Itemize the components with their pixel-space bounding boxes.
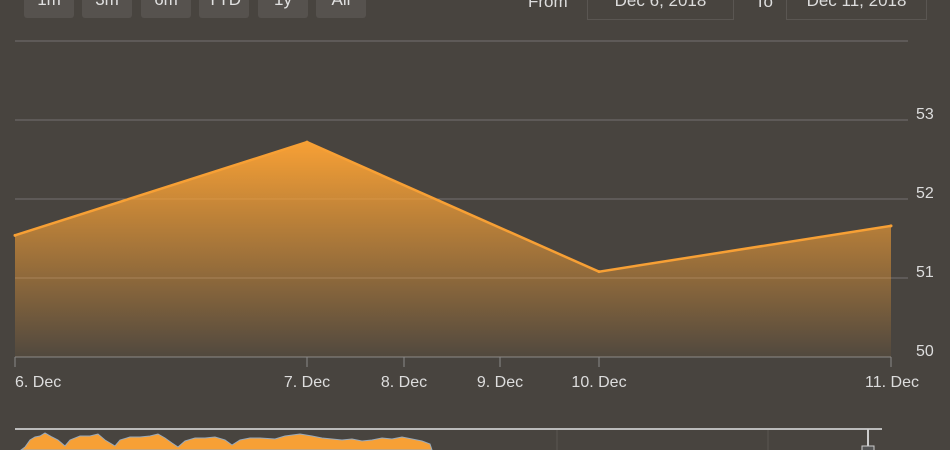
data-point[interactable] [597,270,601,274]
range-button-3m[interactable]: 3m [82,0,132,18]
navigator-series [20,432,433,450]
x-tick-label: 9. Dec [477,374,523,391]
from-date-input[interactable]: Dec 6, 2018 [587,0,734,20]
from-label: From [528,0,568,11]
data-point[interactable] [305,140,309,144]
y-tick-label: 52 [916,185,934,202]
navigator[interactable] [15,428,882,450]
to-label: To [755,0,773,11]
range-button-1m[interactable]: 1m [24,0,74,18]
x-tick-label: 10. Dec [571,374,626,391]
range-button-all[interactable]: All [316,0,366,18]
x-tick-label: 7. Dec [284,374,330,391]
range-button-6m[interactable]: 6m [141,0,191,18]
x-tick-label: 8. Dec [381,374,427,391]
series-area [15,142,891,357]
y-tick-label: 50 [916,343,934,360]
range-button-1y[interactable]: 1y [258,0,308,18]
x-tick-label: 6. Dec [15,374,61,391]
series-line [14,140,892,273]
to-date-input[interactable]: Dec 11, 2018 [786,0,927,20]
y-tick-label: 53 [916,106,934,123]
range-button-ytd[interactable]: YTD [199,0,249,18]
y-tick-label: 51 [916,264,934,281]
x-tick-label: 11. Dec [865,374,919,391]
data-point[interactable] [13,233,17,237]
data-point[interactable] [889,224,893,228]
